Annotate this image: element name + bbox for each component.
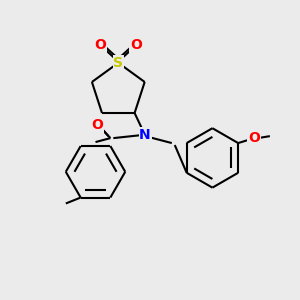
Text: O: O (248, 131, 260, 145)
Text: S: S (113, 56, 123, 70)
Text: N: N (139, 128, 151, 142)
Text: O: O (130, 38, 142, 52)
Text: O: O (92, 118, 104, 132)
Text: O: O (94, 38, 106, 52)
